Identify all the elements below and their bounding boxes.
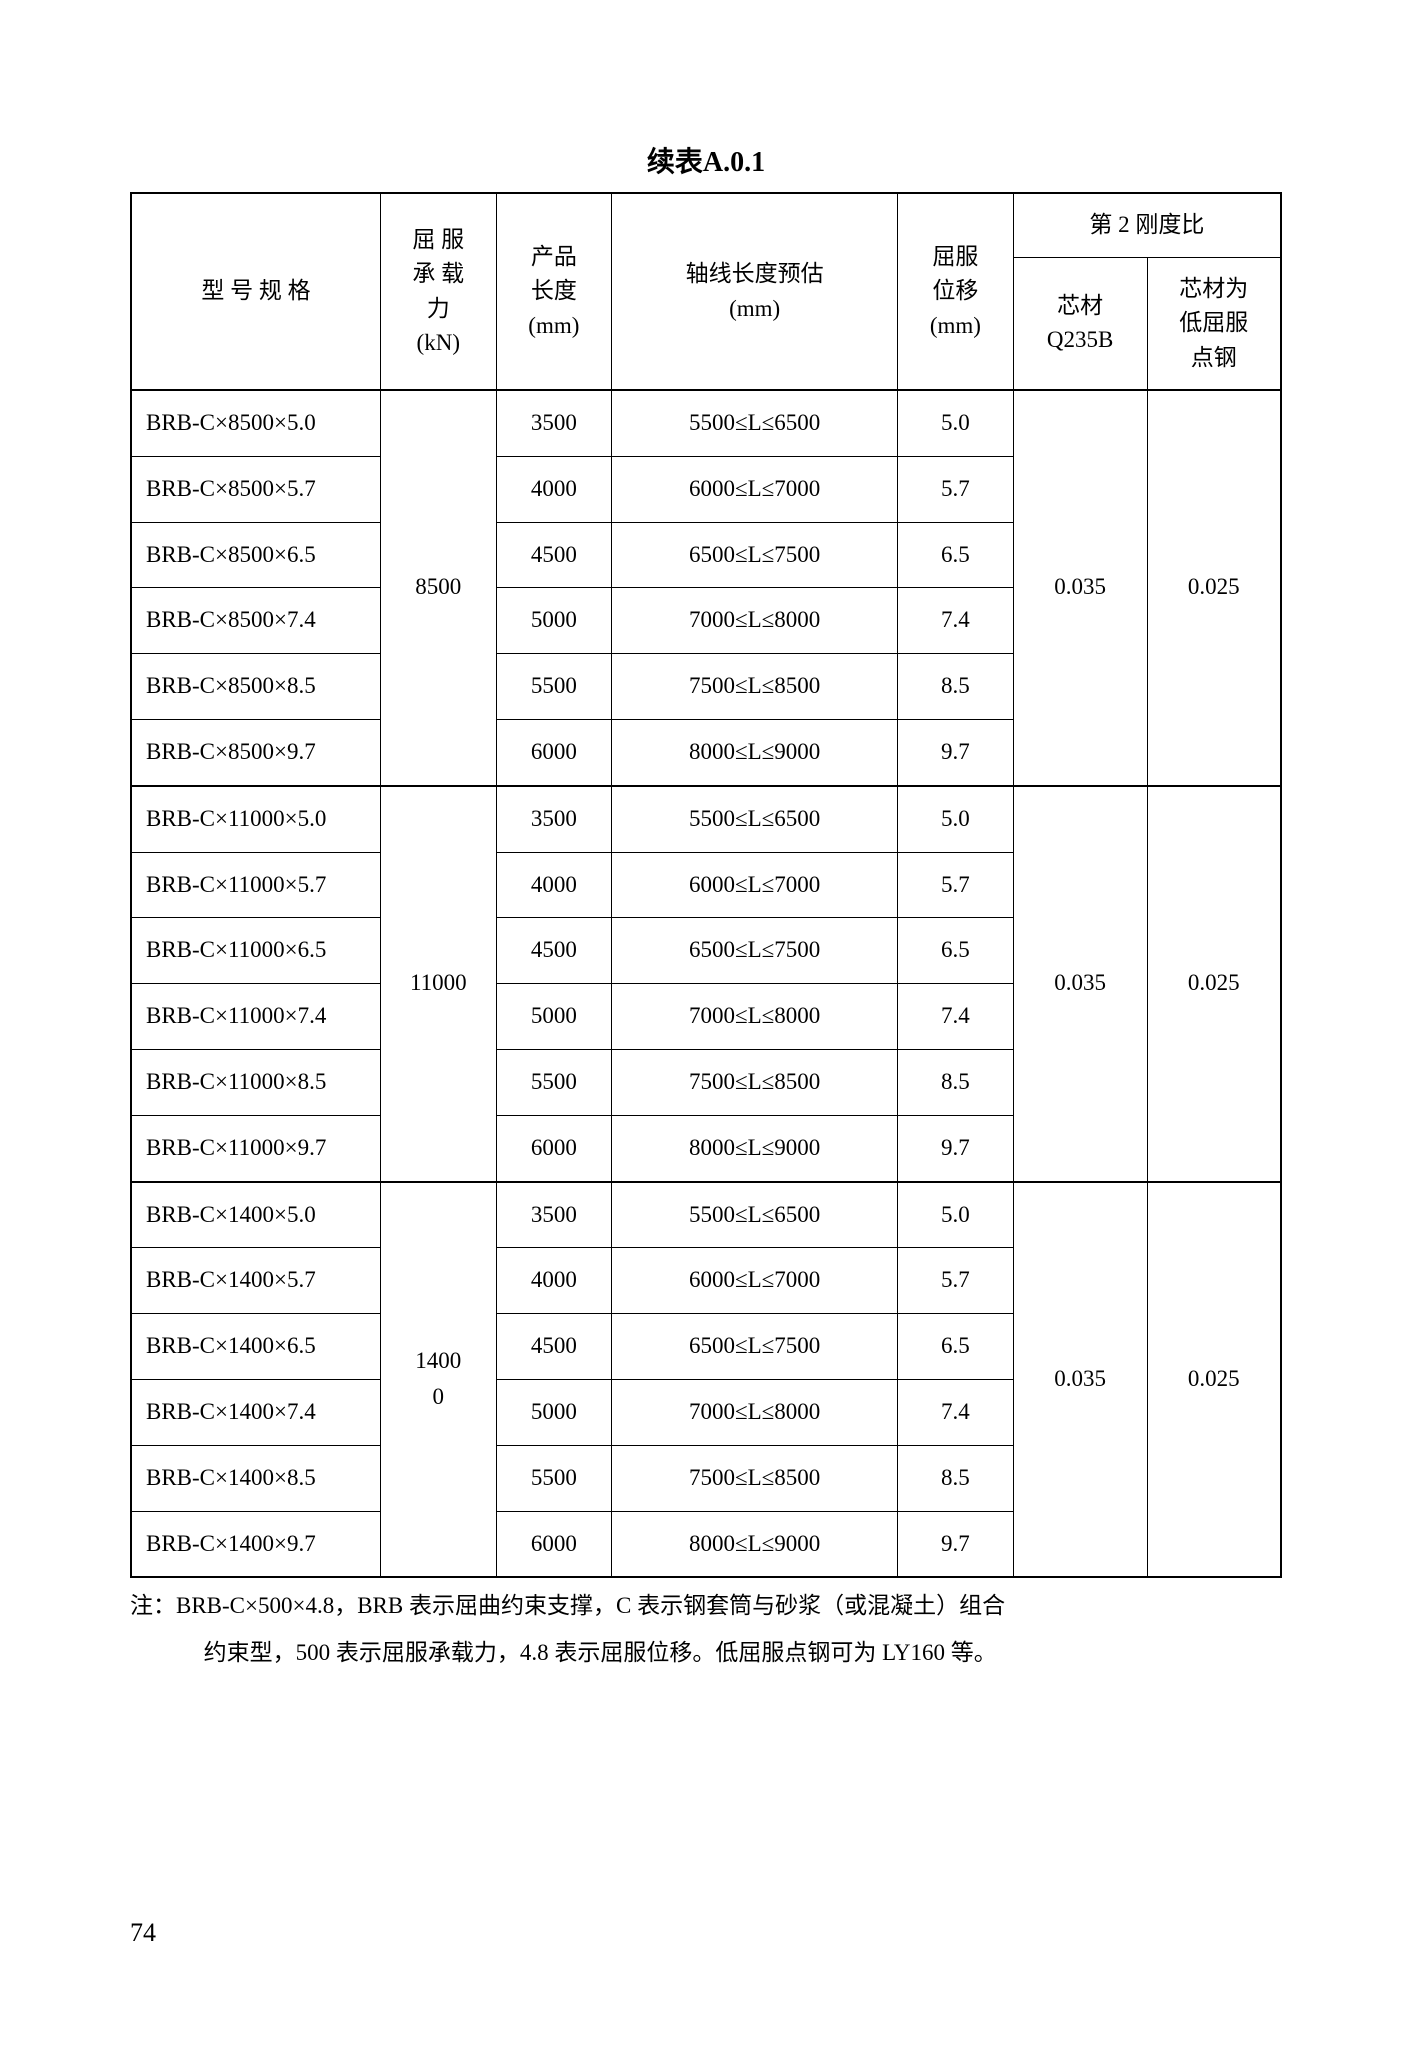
footnote-line2: 约束型，500 表示屈服承载力，4.8 表示屈服位移。低屈服点钢可为 LY160… — [130, 1625, 1282, 1672]
cell-axis: 6000≤L≤7000 — [612, 852, 898, 918]
cell-stiff-a: 0.035 — [1013, 390, 1147, 786]
cell-length: 3500 — [496, 786, 612, 852]
cell-disp: 6.5 — [898, 522, 1014, 588]
cell-disp: 7.4 — [898, 984, 1014, 1050]
cell-axis: 5500≤L≤6500 — [612, 1182, 898, 1248]
cell-model: BRB-C×11000×7.4 — [131, 984, 380, 1050]
cell-length: 5500 — [496, 1049, 612, 1115]
cell-model: BRB-C×1400×9.7 — [131, 1511, 380, 1577]
header-length: 产品长度(mm) — [496, 193, 612, 390]
page-number: 74 — [130, 1918, 156, 1948]
cell-axis: 8000≤L≤9000 — [612, 719, 898, 785]
cell-disp: 8.5 — [898, 1445, 1014, 1511]
footnote-line1: 注：BRB-C×500×4.8，BRB 表示屈曲约束支撑，C 表示钢套筒与砂浆（… — [130, 1578, 1282, 1625]
cell-disp: 5.0 — [898, 1182, 1014, 1248]
table-row: BRB-C×11000×5.01100035005500≤L≤65005.00.… — [131, 786, 1281, 852]
cell-length: 5000 — [496, 984, 612, 1050]
cell-axis: 6000≤L≤7000 — [612, 1248, 898, 1314]
cell-model: BRB-C×8500×8.5 — [131, 654, 380, 720]
cell-disp: 6.5 — [898, 918, 1014, 984]
cell-model: BRB-C×8500×5.0 — [131, 390, 380, 456]
cell-axis: 7000≤L≤8000 — [612, 1379, 898, 1445]
cell-axis: 6500≤L≤7500 — [612, 918, 898, 984]
cell-stiff-b: 0.025 — [1147, 390, 1281, 786]
cell-model: BRB-C×1400×8.5 — [131, 1445, 380, 1511]
cell-disp: 6.5 — [898, 1314, 1014, 1380]
header-stiffness-group: 第 2 刚度比 — [1013, 193, 1281, 257]
cell-yield: 14000 — [380, 1182, 496, 1578]
cell-disp: 8.5 — [898, 654, 1014, 720]
cell-model: BRB-C×11000×9.7 — [131, 1115, 380, 1181]
cell-disp: 5.7 — [898, 852, 1014, 918]
header-yield: 屈 服承 载力(kN) — [380, 193, 496, 390]
cell-disp: 5.7 — [898, 1248, 1014, 1314]
cell-axis: 6000≤L≤7000 — [612, 456, 898, 522]
cell-model: BRB-C×1400×5.7 — [131, 1248, 380, 1314]
cell-disp: 7.4 — [898, 1379, 1014, 1445]
cell-model: BRB-C×8500×6.5 — [131, 522, 380, 588]
cell-length: 3500 — [496, 1182, 612, 1248]
header-axis: 轴线长度预估(mm) — [612, 193, 898, 390]
cell-stiff-b: 0.025 — [1147, 1182, 1281, 1578]
cell-axis: 7000≤L≤8000 — [612, 588, 898, 654]
header-stiff-a: 芯材Q235B — [1013, 257, 1147, 390]
cell-length: 5500 — [496, 654, 612, 720]
cell-length: 6000 — [496, 719, 612, 785]
cell-disp: 9.7 — [898, 719, 1014, 785]
cell-length: 4000 — [496, 1248, 612, 1314]
cell-model: BRB-C×8500×9.7 — [131, 719, 380, 785]
cell-model: BRB-C×11000×8.5 — [131, 1049, 380, 1115]
cell-axis: 6500≤L≤7500 — [612, 522, 898, 588]
cell-stiff-a: 0.035 — [1013, 1182, 1147, 1578]
cell-length: 4500 — [496, 1314, 612, 1380]
cell-model: BRB-C×1400×7.4 — [131, 1379, 380, 1445]
cell-axis: 8000≤L≤9000 — [612, 1511, 898, 1577]
cell-yield: 8500 — [380, 390, 496, 786]
spec-table: 型 号 规 格 屈 服承 载力(kN) 产品长度(mm) 轴线长度预估(mm) … — [130, 192, 1282, 1578]
cell-axis: 5500≤L≤6500 — [612, 786, 898, 852]
cell-stiff-a: 0.035 — [1013, 786, 1147, 1182]
cell-axis: 6500≤L≤7500 — [612, 1314, 898, 1380]
cell-model: BRB-C×11000×6.5 — [131, 918, 380, 984]
cell-disp: 5.0 — [898, 786, 1014, 852]
cell-disp: 9.7 — [898, 1115, 1014, 1181]
cell-axis: 8000≤L≤9000 — [612, 1115, 898, 1181]
cell-length: 5000 — [496, 1379, 612, 1445]
cell-length: 6000 — [496, 1511, 612, 1577]
cell-disp: 8.5 — [898, 1049, 1014, 1115]
cell-length: 4500 — [496, 522, 612, 588]
cell-disp: 5.7 — [898, 456, 1014, 522]
cell-length: 5000 — [496, 588, 612, 654]
header-spec: 型 号 规 格 — [131, 193, 380, 390]
cell-axis: 7000≤L≤8000 — [612, 984, 898, 1050]
cell-length: 4500 — [496, 918, 612, 984]
cell-disp: 9.7 — [898, 1511, 1014, 1577]
cell-model: BRB-C×11000×5.0 — [131, 786, 380, 852]
cell-model: BRB-C×1400×6.5 — [131, 1314, 380, 1380]
table-row: BRB-C×8500×5.0850035005500≤L≤65005.00.03… — [131, 390, 1281, 456]
cell-model: BRB-C×11000×5.7 — [131, 852, 380, 918]
cell-length: 6000 — [496, 1115, 612, 1181]
table-row: BRB-C×1400×5.01400035005500≤L≤65005.00.0… — [131, 1182, 1281, 1248]
cell-model: BRB-C×1400×5.0 — [131, 1182, 380, 1248]
cell-axis: 7500≤L≤8500 — [612, 1049, 898, 1115]
cell-disp: 5.0 — [898, 390, 1014, 456]
cell-disp: 7.4 — [898, 588, 1014, 654]
cell-model: BRB-C×8500×7.4 — [131, 588, 380, 654]
table-title: 续表A.0.1 — [130, 140, 1282, 180]
cell-length: 3500 — [496, 390, 612, 456]
cell-length: 4000 — [496, 852, 612, 918]
header-stiff-b: 芯材为低屈服点钢 — [1147, 257, 1281, 390]
cell-model: BRB-C×8500×5.7 — [131, 456, 380, 522]
cell-length: 5500 — [496, 1445, 612, 1511]
cell-axis: 7500≤L≤8500 — [612, 654, 898, 720]
header-disp: 屈服位移(mm) — [898, 193, 1014, 390]
cell-axis: 7500≤L≤8500 — [612, 1445, 898, 1511]
cell-stiff-b: 0.025 — [1147, 786, 1281, 1182]
cell-axis: 5500≤L≤6500 — [612, 390, 898, 456]
cell-yield: 11000 — [380, 786, 496, 1182]
cell-length: 4000 — [496, 456, 612, 522]
